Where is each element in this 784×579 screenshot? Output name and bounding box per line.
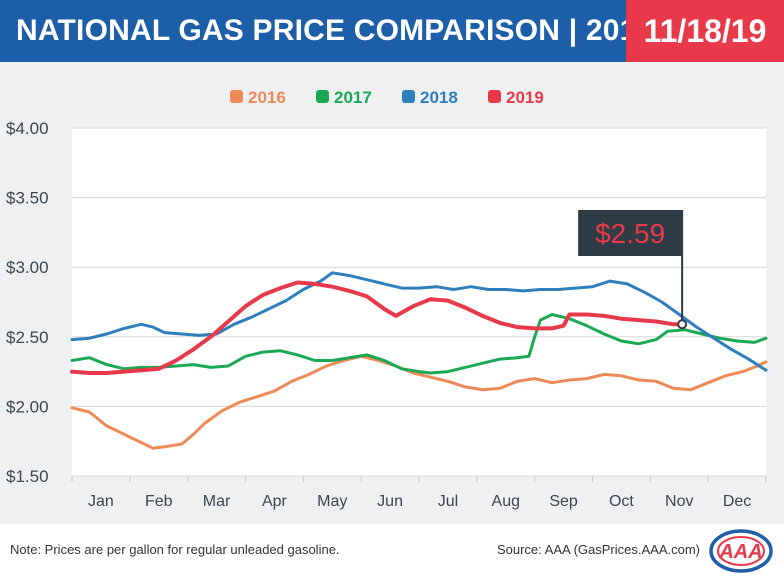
legend-swatch	[488, 90, 501, 103]
x-tick-label: Aug	[492, 493, 520, 510]
line-chart: $1.50 $2.00 $2.50 $3.00 $3.50 $4.00 Jan Feb Mar A…	[6, 88, 768, 510]
legend-swatch	[402, 90, 415, 103]
legend-label: 2017	[334, 88, 372, 107]
legend-swatch	[230, 90, 243, 103]
series-line-2016	[70, 354, 768, 450]
x-tick-label: Feb	[145, 493, 173, 510]
chart-area: $1.50 $2.00 $2.50 $3.00 $3.50 $4.00 Jan Feb Mar A…	[0, 62, 784, 524]
x-tick-label: Jan	[88, 493, 114, 510]
svg-text:AAA: AAA	[718, 541, 762, 563]
callout-price: $2.59	[595, 218, 665, 249]
series-line-2019	[70, 280, 685, 375]
x-tick-label: Mar	[203, 493, 231, 510]
x-tick-label: May	[317, 493, 347, 510]
legend-label: 2019	[506, 88, 544, 107]
aaa-logo-icon: AAA	[709, 529, 773, 573]
x-tick-label: Jun	[377, 493, 403, 510]
chart-title: NATIONAL GAS PRICE COMPARISON | 2016-201…	[0, 0, 731, 62]
y-tick-label: $3.50	[6, 189, 49, 208]
footer: Note: Prices are per gallon for regular …	[0, 524, 784, 579]
header: NATIONAL GAS PRICE COMPARISON | 2016-201…	[0, 0, 784, 62]
x-tick-label: Apr	[262, 493, 288, 510]
y-tick-label: $3.00	[6, 258, 49, 277]
x-tick-label: Nov	[665, 493, 693, 510]
y-tick-label: $2.00	[6, 397, 49, 416]
x-tick-label: Sep	[549, 493, 578, 510]
source-credit: Source: AAA (GasPrices.AAA.com)	[496, 542, 700, 557]
series-line-2017	[70, 313, 768, 375]
callout-marker	[677, 319, 688, 330]
x-tick-label: Dec	[723, 493, 751, 510]
legend-label: 2016	[248, 88, 286, 107]
legend-swatch	[316, 90, 329, 103]
callout-box	[578, 210, 683, 256]
date-badge: 11/18/19	[626, 0, 784, 62]
y-tick-label: $2.50	[6, 328, 49, 347]
y-tick-label: $4.00	[6, 119, 49, 138]
x-tick-label: Oct	[609, 493, 634, 510]
footnote: Note: Prices are per gallon for regular …	[10, 542, 340, 557]
series-line-2018	[70, 271, 768, 372]
y-tick-label: $1.50	[6, 467, 49, 486]
x-tick-label: Jul	[438, 493, 458, 510]
legend-label: 2018	[420, 88, 458, 107]
